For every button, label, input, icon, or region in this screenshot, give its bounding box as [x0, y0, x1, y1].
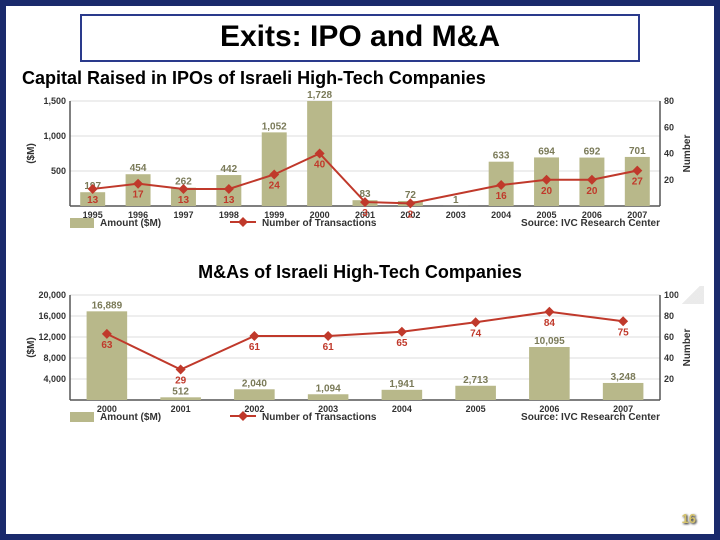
svg-text:100: 100 — [664, 290, 679, 300]
svg-text:Number: Number — [682, 329, 693, 367]
svg-text:13: 13 — [223, 195, 235, 206]
svg-text:80: 80 — [664, 96, 674, 106]
svg-text:63: 63 — [101, 340, 113, 351]
svg-text:40: 40 — [664, 353, 674, 363]
svg-text:1,500: 1,500 — [43, 96, 66, 106]
svg-text:1998: 1998 — [219, 210, 239, 220]
bar — [603, 383, 644, 400]
svg-text:17: 17 — [133, 190, 145, 201]
svg-text:13: 13 — [178, 195, 190, 206]
svg-text:74: 74 — [470, 328, 482, 339]
svg-text:20: 20 — [586, 186, 598, 197]
svg-text:40: 40 — [314, 160, 326, 171]
svg-text:16,889: 16,889 — [92, 300, 123, 311]
svg-text:4,000: 4,000 — [43, 374, 66, 384]
slide-panel: Exits: IPO and M&A Capital Raised in IPO… — [6, 6, 714, 534]
svg-text:2003: 2003 — [446, 210, 466, 220]
svg-text:29: 29 — [175, 376, 187, 387]
svg-text:1,052: 1,052 — [262, 121, 287, 132]
chart1-container: 5001,0001,50020406080($M)Number197199545… — [20, 91, 700, 256]
svg-text:1,000: 1,000 — [43, 131, 66, 141]
bar — [234, 389, 275, 400]
svg-text:454: 454 — [130, 163, 147, 174]
svg-text:8,000: 8,000 — [43, 353, 66, 363]
svg-text:Number of Transactions: Number of Transactions — [262, 218, 377, 229]
svg-text:2: 2 — [408, 209, 414, 220]
svg-text:3,248: 3,248 — [611, 372, 636, 383]
line-marker — [249, 331, 259, 341]
bar — [160, 397, 201, 400]
svg-text:1,728: 1,728 — [307, 91, 332, 101]
svg-text:10,095: 10,095 — [534, 336, 565, 347]
chart1-title: Capital Raised in IPOs of Israeli High-T… — [22, 68, 714, 89]
svg-text:1,941: 1,941 — [389, 379, 414, 390]
svg-text:701: 701 — [629, 146, 646, 157]
line-marker — [176, 365, 186, 375]
svg-text:2005: 2005 — [466, 404, 486, 414]
chart2-container: 4,000 8,000 12,000 16,000 20,000 20 40 60 80 100 (… — [20, 285, 700, 450]
svg-text:692: 692 — [584, 147, 601, 158]
svg-text:Amount ($M): Amount ($M) — [100, 218, 161, 229]
svg-text:60: 60 — [664, 122, 674, 132]
svg-text:20: 20 — [541, 186, 553, 197]
svg-text:1,094: 1,094 — [316, 383, 341, 394]
svg-text:633: 633 — [493, 151, 510, 162]
svg-text:84: 84 — [544, 318, 556, 329]
title-box: Exits: IPO and M&A — [80, 14, 640, 62]
svg-text:442: 442 — [221, 164, 238, 175]
bar — [529, 347, 570, 400]
svg-text:75: 75 — [618, 327, 630, 338]
page-number: 16 — [682, 511, 696, 526]
line-marker — [544, 307, 554, 317]
slide-title: Exits: IPO and M&A — [220, 20, 500, 53]
line-marker — [323, 331, 333, 341]
bar — [455, 386, 496, 400]
corner-accent — [678, 286, 704, 304]
svg-text:512: 512 — [172, 386, 189, 397]
line-marker — [618, 316, 628, 326]
svg-text:Source: IVC Research Center: Source: IVC Research Center — [521, 218, 660, 229]
bar — [382, 390, 423, 400]
svg-text:60: 60 — [664, 332, 674, 342]
svg-text:Number of Transactions: Number of Transactions — [262, 412, 377, 423]
svg-text:24: 24 — [269, 181, 281, 192]
bar — [308, 394, 349, 400]
svg-text:2004: 2004 — [392, 404, 412, 414]
bar — [262, 132, 287, 206]
svg-text:Amount ($M): Amount ($M) — [100, 412, 161, 423]
svg-text:13: 13 — [87, 195, 99, 206]
svg-text:2,713: 2,713 — [463, 375, 488, 386]
svg-text:1: 1 — [453, 195, 459, 206]
svg-text:694: 694 — [538, 146, 555, 157]
svg-text:27: 27 — [632, 177, 644, 188]
svg-text:16: 16 — [496, 191, 508, 202]
line-marker — [397, 327, 407, 337]
chart2-title: M&As of Israeli High-Tech Companies — [6, 262, 714, 283]
svg-text:2004: 2004 — [491, 210, 511, 220]
svg-text:1997: 1997 — [173, 210, 193, 220]
svg-text:Number: Number — [682, 135, 693, 173]
svg-text:20: 20 — [664, 175, 674, 185]
svg-text:12,000: 12,000 — [38, 332, 66, 342]
svg-text:20: 20 — [664, 374, 674, 384]
svg-text:20,000: 20,000 — [38, 290, 66, 300]
line-marker — [471, 317, 481, 327]
svg-text:500: 500 — [51, 166, 66, 176]
bar — [87, 311, 128, 400]
svg-text:($M): ($M) — [26, 143, 37, 164]
svg-text:2,040: 2,040 — [242, 378, 267, 389]
svg-text:16,000: 16,000 — [38, 311, 66, 321]
svg-text:80: 80 — [664, 311, 674, 321]
svg-text:61: 61 — [249, 342, 261, 353]
svg-text:2001: 2001 — [171, 404, 191, 414]
svg-text:40: 40 — [664, 149, 674, 159]
svg-text:61: 61 — [323, 342, 335, 353]
svg-text:($M): ($M) — [26, 337, 37, 358]
svg-text:65: 65 — [396, 338, 408, 349]
svg-text:Source: IVC Research Center: Source: IVC Research Center — [521, 412, 660, 423]
